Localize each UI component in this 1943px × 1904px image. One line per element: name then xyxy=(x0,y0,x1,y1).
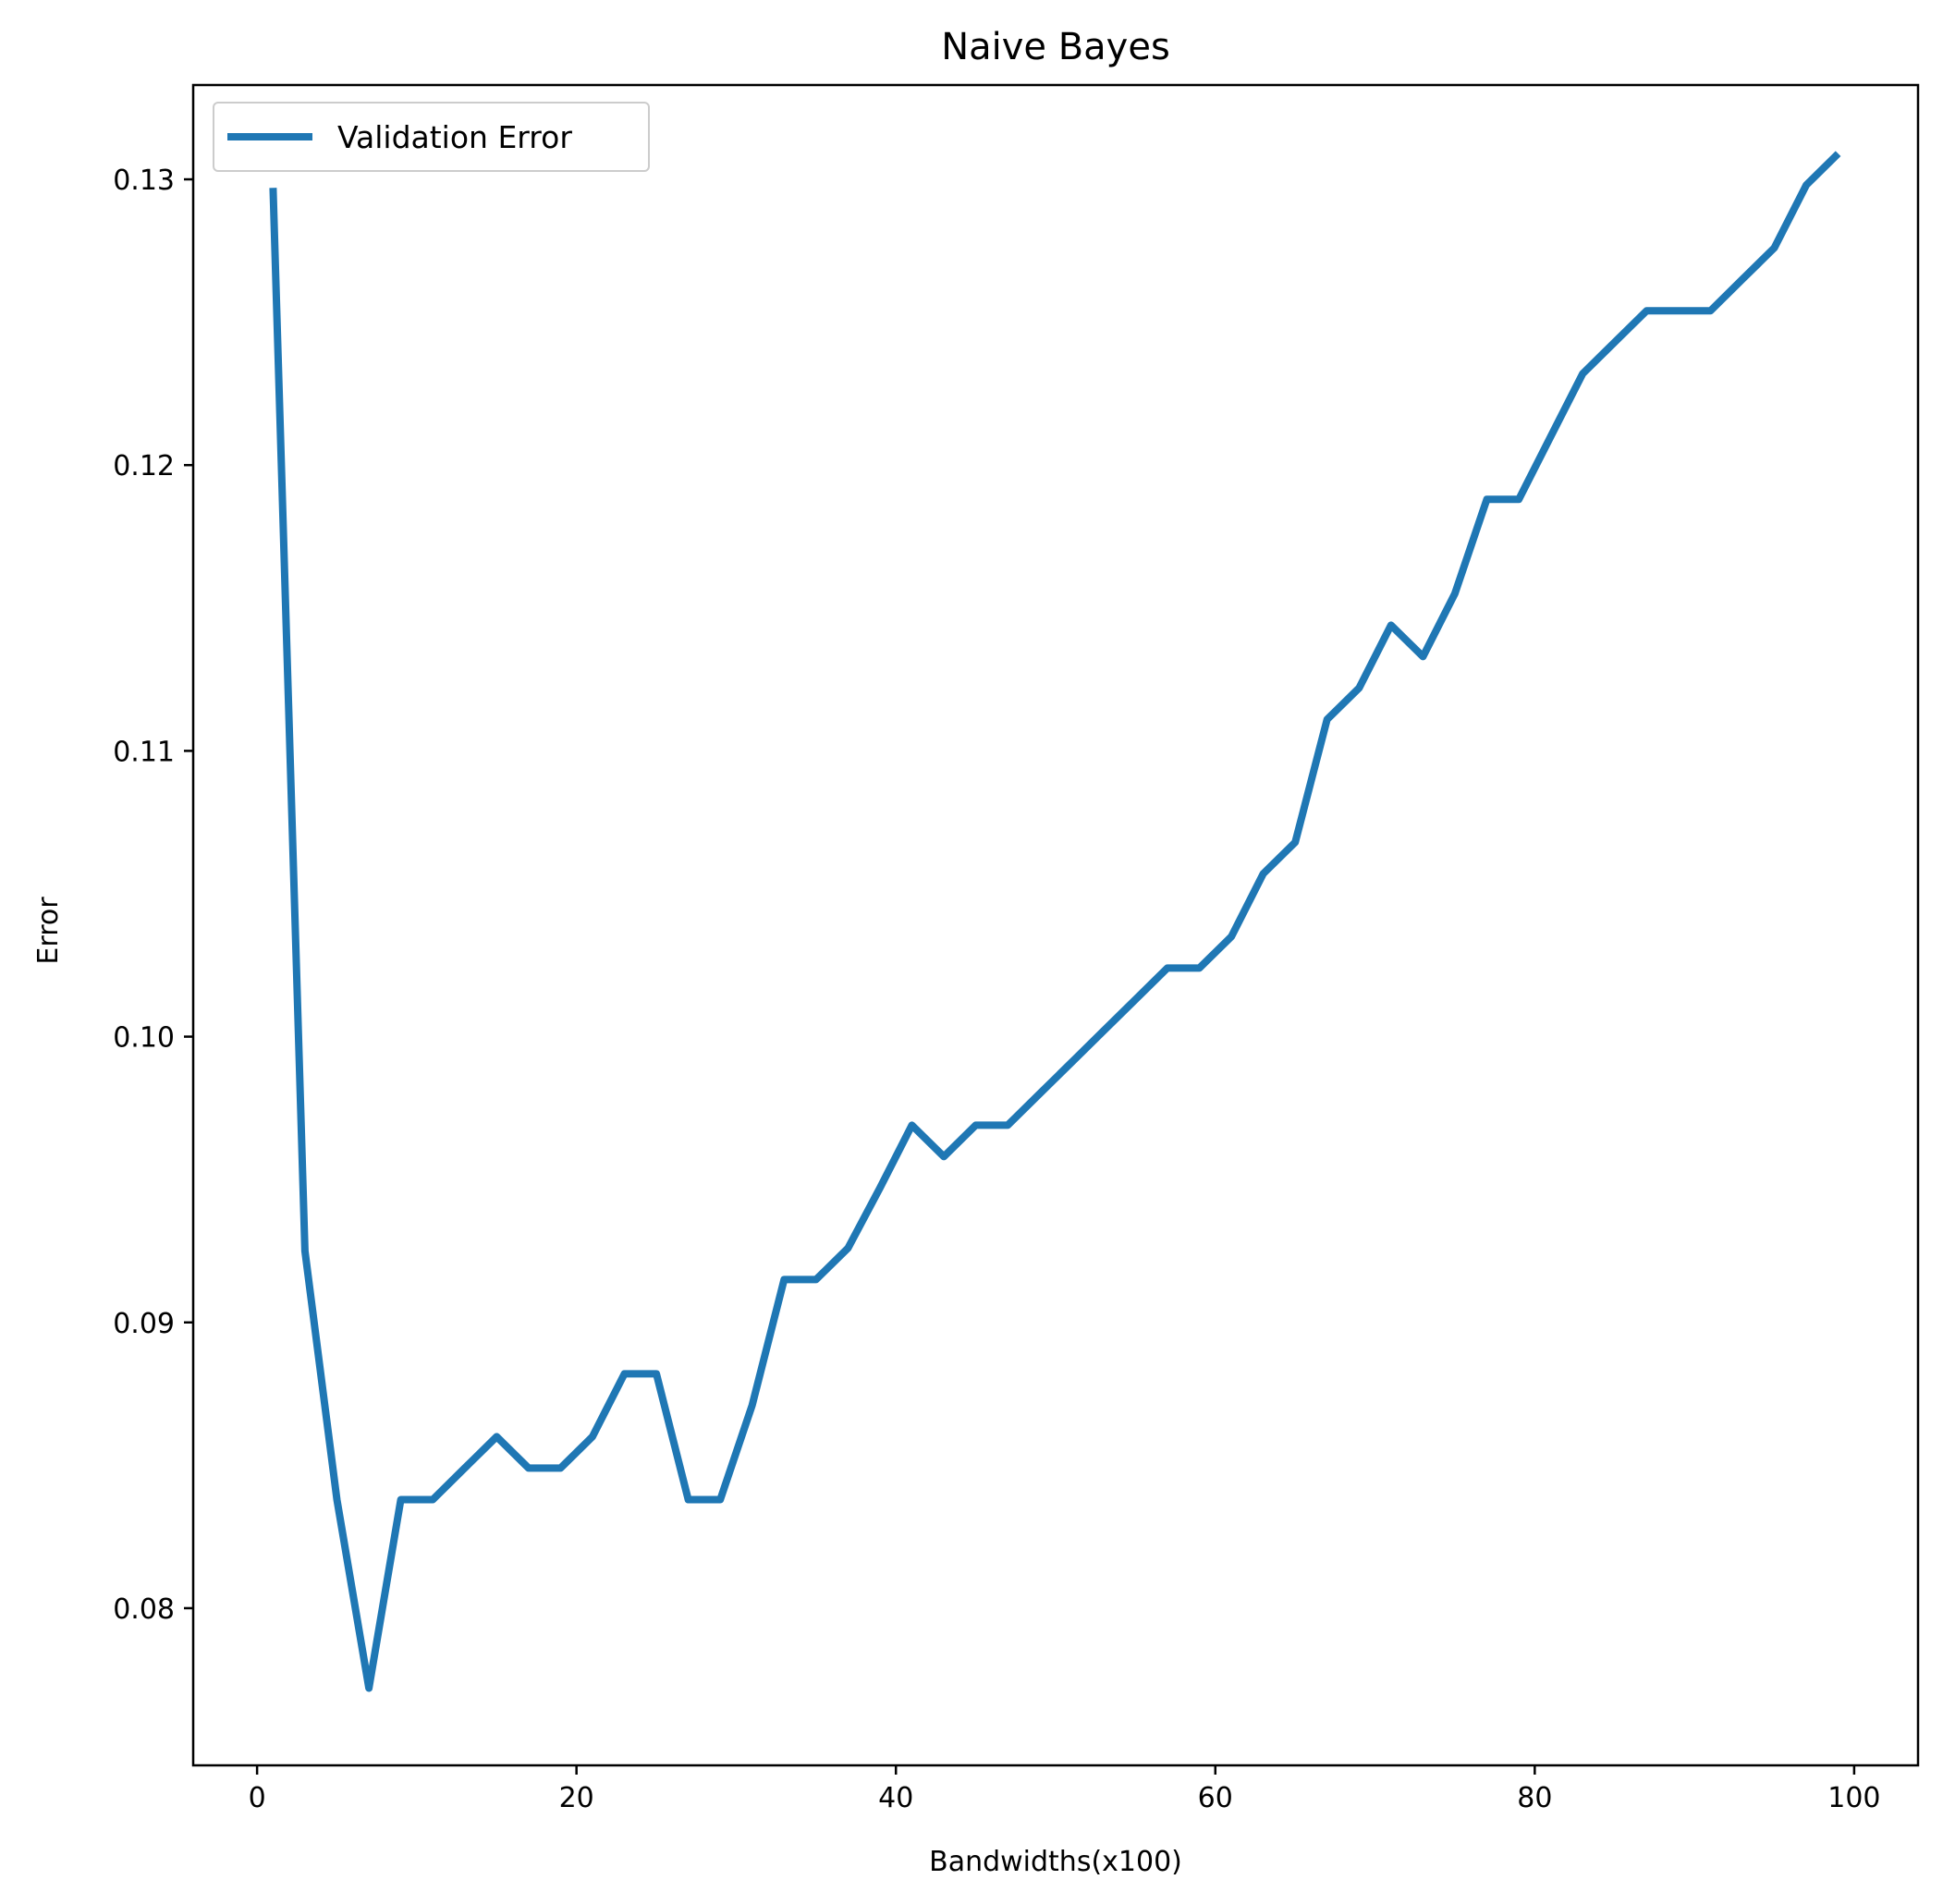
y-tick-label: 0.10 xyxy=(113,1022,175,1055)
y-tick-label: 0.09 xyxy=(113,1308,175,1340)
series-line-validation-error xyxy=(269,151,1841,1692)
y-tick-label: 0.11 xyxy=(113,736,175,768)
x-tick-label: 60 xyxy=(1198,1782,1233,1814)
x-tick-label: 100 xyxy=(1827,1782,1880,1814)
y-tick-label: 0.08 xyxy=(113,1593,175,1626)
chart-title: Naive Bayes xyxy=(941,26,1170,68)
legend-label-validation-error: Validation Error xyxy=(337,119,572,155)
legend-box xyxy=(213,102,650,172)
y-tick-label: 0.13 xyxy=(113,165,175,197)
axes: 0 20 40 60 80 100 0.08 0.09 0.10 0.11 0.12 0.13 xyxy=(113,83,1920,1814)
x-tick-label: 20 xyxy=(559,1782,594,1814)
axes-frame xyxy=(191,83,1920,1767)
x-tick-label: 0 xyxy=(249,1782,266,1814)
y-tick-label: 0.12 xyxy=(113,450,175,482)
legend: Validation Error xyxy=(213,102,650,172)
y-axis-title: Error xyxy=(32,897,65,965)
plot-area xyxy=(269,151,1841,1692)
x-tick-label: 40 xyxy=(878,1782,913,1814)
x-axis-title: Bandwidths(x100) xyxy=(929,1846,1182,1878)
x-tick-label: 80 xyxy=(1517,1782,1552,1814)
